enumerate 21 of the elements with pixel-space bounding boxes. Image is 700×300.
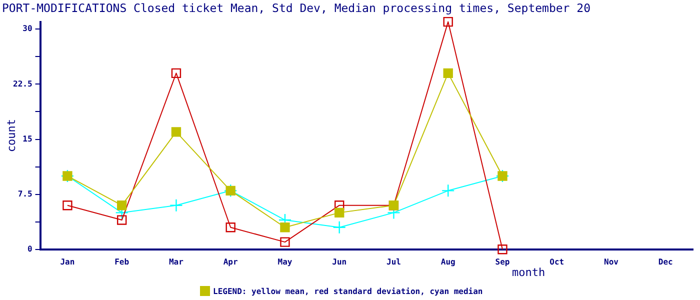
x-tick-label: Nov [604,257,619,266]
x-tick-label: Feb [114,257,130,266]
x-tick-label: Jul [386,257,402,266]
y-tick-label: 7.5 [18,189,32,198]
chart-title: PORT-MODIFICATIONS Closed ticket Mean, Std Dev, Median processing times, September 20 [2,1,591,15]
x-tick-label: Sep [495,257,510,266]
y-tick-label: 0 [27,244,32,254]
x-tick-label: Jun [332,257,347,266]
x-tick-label: Jan [60,257,75,266]
x-tick-label: May [278,257,292,266]
x-tick-label: Dec [658,257,674,266]
y-tick-label: 30 [22,24,32,34]
legend-title: LEGEND: yellow mean, red standard deviation, cyan median [213,286,483,296]
x-tick-label: Aug [440,257,456,266]
x-axis-title: month [512,266,546,279]
y-tick-label: 22.5 [13,79,32,88]
y-tick-label: 15 [22,134,32,144]
x-tick-label: Mar [168,257,184,266]
x-tick-label: Apr [223,257,238,266]
y-axis-title: count [4,119,18,152]
x-tick-label: Oct [550,257,564,266]
